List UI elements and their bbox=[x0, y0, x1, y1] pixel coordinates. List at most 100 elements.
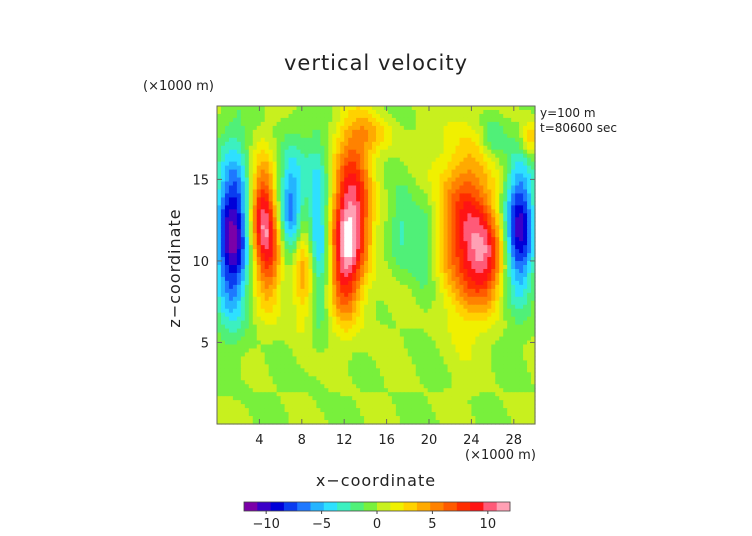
heatmap-cell bbox=[324, 308, 329, 314]
heatmap-cell bbox=[276, 316, 282, 322]
heatmap-cell bbox=[391, 217, 397, 222]
heatmap-cell bbox=[228, 129, 234, 135]
heatmap-cell bbox=[276, 257, 282, 262]
heatmap-cell bbox=[503, 177, 508, 183]
heatmap-cell bbox=[268, 121, 274, 127]
heatmap-cell bbox=[479, 241, 484, 246]
heatmap-cell bbox=[487, 288, 492, 294]
heatmap-cell bbox=[379, 205, 385, 210]
heatmap-cell bbox=[268, 344, 274, 350]
heatmap-cell bbox=[244, 149, 250, 155]
heatmap-cell bbox=[324, 193, 329, 199]
heatmap-cell bbox=[364, 276, 369, 282]
heatmap-cell bbox=[479, 161, 484, 167]
heatmap-cell bbox=[336, 145, 341, 151]
heatmap-cell bbox=[447, 328, 453, 334]
heatmap-cell bbox=[232, 241, 238, 246]
heatmap-cell bbox=[240, 332, 246, 338]
heatmap-cell bbox=[228, 288, 234, 294]
heatmap-cell bbox=[304, 205, 310, 210]
heatmap-cell bbox=[483, 312, 488, 318]
heatmap-cell bbox=[324, 165, 329, 171]
heatmap-cell bbox=[455, 117, 461, 123]
heatmap-cell bbox=[399, 169, 405, 175]
heatmap-cell bbox=[304, 201, 310, 206]
heatmap-cell bbox=[451, 113, 457, 119]
heatmap-cell bbox=[308, 149, 314, 155]
heatmap-cell bbox=[340, 308, 345, 314]
heatmap-cell bbox=[487, 205, 492, 210]
heatmap-cell bbox=[224, 181, 230, 187]
heatmap-cell bbox=[503, 272, 508, 278]
heatmap-cell bbox=[316, 117, 321, 123]
heatmap-cell bbox=[471, 320, 476, 326]
heatmap-cell bbox=[399, 221, 405, 226]
heatmap-cell bbox=[431, 308, 437, 314]
heatmap-cell bbox=[435, 185, 441, 191]
heatmap-cell bbox=[236, 249, 242, 254]
heatmap-cell bbox=[467, 137, 473, 143]
heatmap-cell bbox=[352, 265, 357, 270]
heatmap-cell bbox=[248, 304, 254, 310]
heatmap-cell bbox=[272, 225, 278, 230]
heatmap-cell bbox=[419, 272, 425, 278]
heatmap-cell bbox=[415, 153, 421, 159]
heatmap-cell bbox=[379, 316, 385, 322]
heatmap-cell bbox=[399, 133, 405, 139]
heatmap-cell bbox=[475, 233, 480, 238]
heatmap-cell bbox=[364, 257, 369, 262]
heatmap-cell bbox=[443, 137, 449, 143]
heatmap-cell bbox=[228, 177, 234, 183]
heatmap-cell bbox=[328, 189, 333, 195]
heatmap-cell bbox=[403, 209, 409, 214]
heatmap-cell bbox=[507, 320, 512, 326]
heatmap-cell bbox=[431, 153, 437, 159]
heatmap-cell bbox=[383, 241, 389, 246]
heatmap-cell bbox=[268, 348, 274, 354]
heatmap-cell bbox=[312, 157, 317, 163]
heatmap-cell bbox=[328, 265, 333, 270]
heatmap-cell bbox=[284, 173, 290, 179]
heatmap-cell bbox=[252, 300, 258, 306]
heatmap-cell bbox=[503, 292, 508, 298]
heatmap-cell bbox=[387, 217, 393, 222]
heatmap-cell bbox=[503, 245, 508, 250]
heatmap-cell bbox=[523, 197, 528, 203]
heatmap-cell bbox=[467, 225, 473, 230]
heatmap-cell bbox=[280, 157, 286, 163]
heatmap-cell bbox=[284, 336, 290, 342]
heatmap-cell bbox=[411, 265, 417, 270]
heatmap-cell bbox=[459, 320, 465, 326]
heatmap-cell bbox=[475, 177, 480, 183]
heatmap-cell bbox=[312, 217, 317, 222]
heatmap-cell bbox=[320, 197, 325, 203]
heatmap-cell bbox=[379, 113, 385, 119]
heatmap-cell bbox=[387, 332, 393, 338]
heatmap-cell bbox=[272, 324, 278, 330]
heatmap-cell bbox=[415, 213, 421, 218]
heatmap-cell bbox=[427, 249, 433, 254]
heatmap-cell bbox=[372, 257, 377, 262]
heatmap-cell bbox=[244, 185, 250, 191]
heatmap-cell bbox=[495, 288, 500, 294]
heatmap-cell bbox=[224, 201, 230, 206]
heatmap-cell bbox=[475, 253, 480, 258]
heatmap-cell bbox=[308, 233, 314, 238]
heatmap-cell bbox=[220, 280, 226, 286]
heatmap-cell bbox=[507, 292, 512, 298]
heatmap-cell bbox=[427, 316, 433, 322]
heatmap-cell bbox=[348, 272, 353, 278]
heatmap-cell bbox=[304, 304, 310, 310]
heatmap-cell bbox=[395, 205, 401, 210]
heatmap-cell bbox=[328, 249, 333, 254]
heatmap-cell bbox=[391, 133, 397, 139]
heatmap-cell bbox=[439, 316, 445, 322]
heatmap-cell bbox=[415, 284, 421, 290]
heatmap-cell bbox=[415, 288, 421, 294]
heatmap-cell bbox=[483, 209, 488, 214]
heatmap-cell bbox=[495, 296, 500, 302]
heatmap-cell bbox=[455, 300, 461, 306]
heatmap-cell bbox=[443, 201, 449, 206]
heatmap-cell bbox=[344, 161, 349, 167]
heatmap-cell bbox=[320, 304, 325, 310]
